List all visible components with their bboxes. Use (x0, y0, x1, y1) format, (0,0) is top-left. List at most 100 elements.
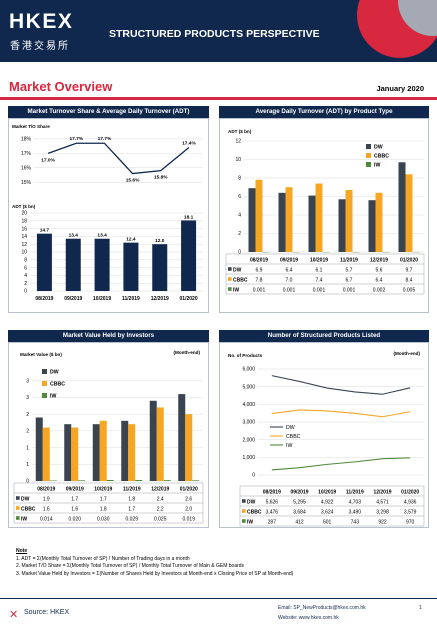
value-held-table-value: 0.025 (154, 517, 167, 523)
adt-data-label: 13.4 (69, 233, 79, 239)
adt-product-tick-label: 4 (238, 213, 241, 219)
adt-tick-label: 2 (24, 281, 27, 287)
adt-data-label: 13.4 (97, 233, 107, 239)
value-held-bar (149, 400, 157, 481)
turnover-panel-title: Market Turnover Share & Average Daily Tu… (8, 106, 209, 118)
value-held-tick-label: 3 (26, 395, 29, 401)
value-held-category-label: 09/2019 (66, 487, 84, 493)
listed-tick-label: 2,000 (242, 437, 255, 443)
value-held-table-value: 0.029 (125, 517, 138, 523)
listed-panel (219, 342, 429, 528)
listed-category-label: 10/2019 (318, 490, 336, 496)
value-held-bar (128, 424, 136, 481)
adt-product-legend-swatch (228, 267, 232, 271)
adt-product-legend-swatch (228, 287, 232, 291)
listed-table-value: 3,684 (293, 510, 306, 516)
adt-product-table-value: 0.001 (313, 288, 326, 294)
turnover-share-tick-label: 15% (21, 180, 32, 186)
value-held-category-label: 01/2020 (180, 487, 198, 493)
adt-product-tick-label: 8 (238, 176, 241, 182)
adt-product-tick-label: 2 (238, 231, 241, 237)
value-held-bar (121, 420, 129, 481)
adt-data-label: 18.1 (184, 214, 194, 220)
value-held-table-value: 1.8 (128, 497, 135, 503)
contact-email[interactable]: Email: SP_NewProducts@hkex.com.hk (278, 605, 366, 611)
listed-table-value: 3,579 (404, 510, 417, 516)
note-line-3: 3. Market Value Held by Investors = Σ(Nu… (16, 570, 294, 577)
value-held-bar (42, 427, 50, 481)
value-held-bar (78, 480, 86, 481)
adt-product-table-value: 0.001 (283, 288, 296, 294)
value-held-table-value: 1.7 (100, 497, 107, 503)
adt-product-category-label: 09/2019 (280, 258, 298, 264)
adt-category-label: 08/2019 (35, 296, 53, 302)
value-held-tick-label: 0 (26, 479, 29, 485)
adt-product-tick-label: 6 (238, 194, 241, 200)
value-held-table-value: 0.014 (40, 517, 53, 523)
value-held-category-label: 08/2019 (37, 487, 55, 493)
value-held-bar (185, 414, 193, 481)
adt-product-table-value: 6.7 (346, 278, 353, 284)
adt-product-category-label: 08/2019 (250, 258, 268, 264)
listed-table-value: 4,922 (321, 500, 334, 506)
listed-table-value: 601 (323, 520, 332, 526)
listed-table-value: 4,936 (404, 500, 417, 506)
value-held-tick-label: 1 (26, 462, 29, 468)
listed-legend-label: DW (286, 425, 295, 431)
adt-tick-label: 4 (24, 273, 27, 279)
value-held-bar (192, 480, 200, 481)
value-held-tick-label: 3 (26, 378, 29, 384)
listed-table-value: 970 (406, 520, 415, 526)
adt-product-bar (338, 199, 346, 252)
report-date: January 2020 (376, 84, 424, 93)
value-held-legend-swatch (42, 369, 47, 374)
adt-product-table-value: 7.8 (256, 278, 263, 284)
value-held-axis-label: Market Value ($ bn) (20, 352, 62, 357)
adt-product-legend-swatch (366, 162, 371, 167)
turnover-share-tick-label: 17% (21, 151, 32, 157)
adt-product-bar (368, 200, 376, 252)
adt-product-table-value: 6.9 (256, 268, 263, 274)
value-held-note: (Month-end) (173, 350, 200, 355)
adt-bar (123, 242, 139, 291)
turnover-share-data-label: 15.8% (154, 175, 168, 181)
value-held-legend-swatch (42, 381, 47, 386)
adt-tick-label: 10 (21, 250, 27, 256)
adt-bar (181, 220, 197, 291)
hkex-logo: HKEX (9, 10, 74, 33)
publication-title: STRUCTURED PRODUCTS PERSPECTIVE (109, 28, 320, 40)
listed-series-name: DW (247, 500, 256, 506)
value-held-legend-label: IW (50, 394, 56, 400)
turnover-share-tick-label: 18% (21, 137, 32, 143)
adt-product-table-value: 5.7 (346, 268, 353, 274)
adt-product-legend-swatch (366, 153, 371, 158)
value-held-bar (99, 420, 107, 481)
value-held-bar (106, 479, 114, 481)
listed-table-value: 4,571 (376, 500, 389, 506)
turnover-share-data-label: 17.7% (98, 136, 112, 142)
adt-product-table-value: 0.005 (403, 288, 416, 294)
listed-series-name: IW (247, 520, 253, 526)
value-held-table-value: 1.8 (100, 507, 107, 513)
adt-category-label: 12/2019 (151, 296, 169, 302)
adt-category-label: 11/2019 (122, 296, 140, 302)
adt-product-table-value: 0.001 (343, 288, 356, 294)
listed-line-cbbc (271, 409, 411, 418)
listed-table-value: 5,295 (293, 500, 306, 506)
listed-table-value: 5,626 (266, 500, 279, 506)
value-held-bar (92, 424, 100, 481)
listed-legend-swatch (242, 509, 246, 513)
listed-category-label: 01/2020 (401, 490, 419, 496)
adt-product-series-name: DW (233, 268, 242, 274)
website-link[interactable]: Website: www.hkex.com.hk (278, 615, 339, 621)
adt-product-bar (345, 190, 353, 252)
value-held-bar (35, 417, 43, 481)
adt-product-bar (398, 162, 406, 252)
adt-tick-label: 18 (21, 219, 27, 225)
listed-tick-label: 6,000 (242, 367, 255, 373)
adt-product-tick-label: 12 (235, 139, 241, 145)
value-held-table-value: 0.020 (68, 517, 81, 523)
value-held-table-value: 1.7 (128, 507, 135, 513)
turnover-share-data-label: 17.4% (182, 141, 196, 147)
